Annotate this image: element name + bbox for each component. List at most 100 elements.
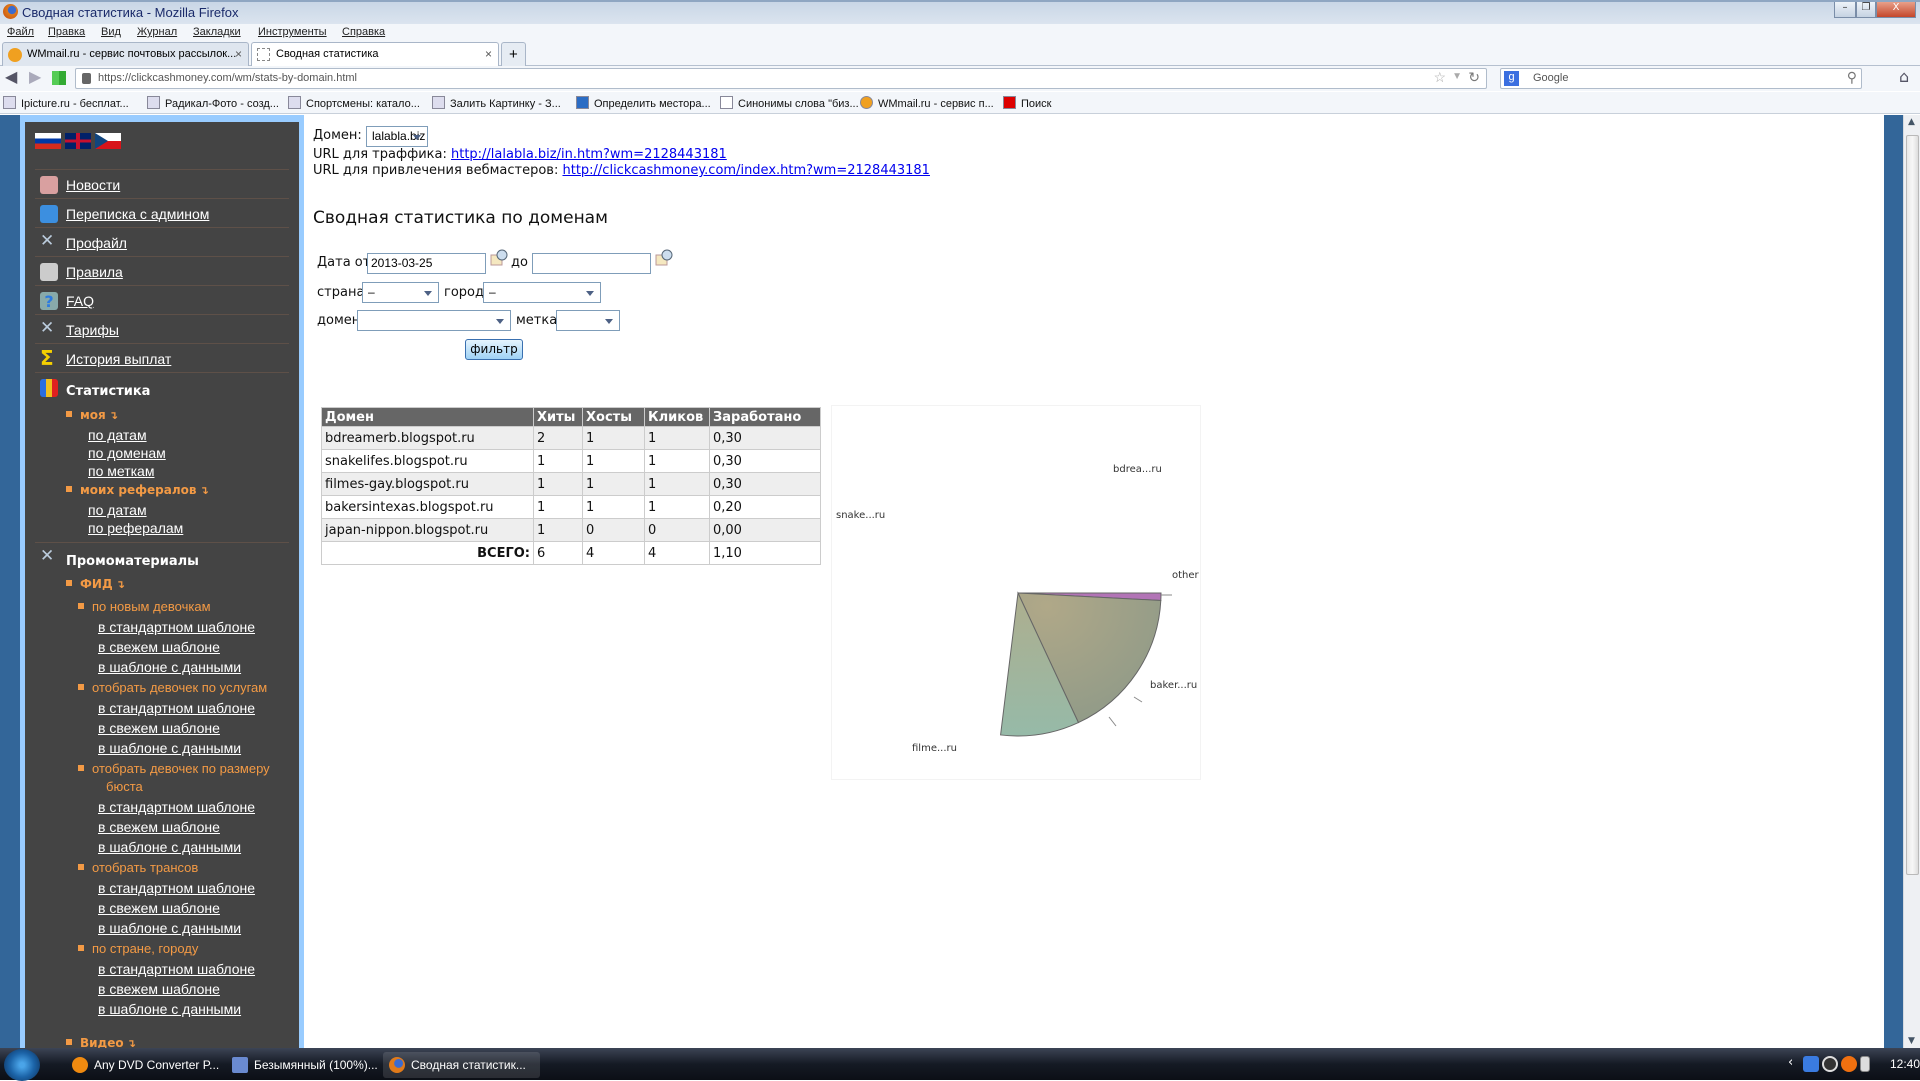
submenu-mine[interactable]: моя ↴: [66, 408, 118, 422]
date-to-input[interactable]: [532, 253, 651, 274]
bookmark-upload-image[interactable]: Залить Картинку - З...: [432, 96, 561, 110]
link-promo-template[interactable]: в шаблоне с данными: [98, 920, 242, 936]
city-select[interactable]: –: [483, 282, 601, 303]
filter-button[interactable]: фильтр: [465, 339, 523, 360]
link-refs-by-dates[interactable]: по датам: [88, 502, 147, 518]
uk-flag-icon[interactable]: [65, 133, 91, 149]
submenu-promo-group[interactable]: отобрать девочек по услугам: [78, 680, 267, 695]
tab-wmmail[interactable]: WMmail.ru - сервис почтовых рассылок... ×: [2, 42, 249, 67]
menu-edit[interactable]: Правка: [48, 26, 86, 38]
calendar-icon[interactable]: [490, 249, 508, 267]
sidebar-item-news[interactable]: Новости: [35, 169, 289, 198]
scroll-up-icon[interactable]: ▲: [1908, 117, 1915, 127]
sidebar-item-tariffs[interactable]: ✕ Тарифы: [35, 314, 289, 343]
close-button[interactable]: X: [1876, 2, 1916, 18]
submenu-promo-group[interactable]: по стране, городу: [78, 941, 198, 956]
forward-icon[interactable]: ▶: [29, 67, 42, 86]
back-icon[interactable]: ◀: [5, 67, 18, 86]
link-mine-by-tags[interactable]: по меткам: [88, 463, 155, 479]
menu-view[interactable]: Вид: [101, 26, 121, 38]
sidebar-item-faq[interactable]: ? FAQ: [35, 285, 289, 314]
submenu-video[interactable]: Видео ↴: [66, 1036, 136, 1050]
calendar-icon[interactable]: [655, 249, 673, 267]
phone-icon[interactable]: [1860, 1056, 1870, 1072]
submenu-feed[interactable]: ФИД ↴: [66, 577, 125, 591]
search-icon[interactable]: ⚲: [1846, 69, 1857, 85]
menu-bookmarks[interactable]: Закладки: [193, 26, 241, 38]
link-promo-template[interactable]: в свежем шаблоне: [98, 819, 220, 835]
close-tab-icon[interactable]: ×: [484, 47, 492, 61]
bookmark-sportsmen[interactable]: Спортсмены: катало...: [288, 96, 420, 110]
sidebar-item-profile[interactable]: ✕ Профайл: [35, 227, 289, 256]
submenu-referrals[interactable]: моих рефералов ↴: [66, 483, 209, 497]
sidebar-item-rules[interactable]: Правила: [35, 256, 289, 285]
link-promo-template[interactable]: в свежем шаблоне: [98, 981, 220, 997]
scrollbar-thumb[interactable]: [1906, 135, 1919, 875]
reload-icon[interactable]: ↻: [1468, 69, 1480, 85]
link-promo-template[interactable]: в свежем шаблоне: [98, 900, 220, 916]
link-promo-template[interactable]: в свежем шаблоне: [98, 720, 220, 736]
domain-filter-select[interactable]: [357, 310, 511, 331]
link-mine-by-dates[interactable]: по датам: [88, 427, 147, 443]
restore-button[interactable]: ❐: [1856, 2, 1876, 18]
network-icon[interactable]: [1803, 1056, 1819, 1072]
submenu-promo-group[interactable]: отобрать девочек по размеру: [78, 761, 270, 776]
menu-help[interactable]: Справка: [342, 26, 386, 38]
russian-flag-icon[interactable]: [35, 133, 61, 149]
webmaster-url-link[interactable]: http://clickcashmoney.com/index.htm?wm=2…: [562, 163, 930, 178]
taskbar-item-firefox[interactable]: Сводная статистик...: [383, 1052, 540, 1078]
scroll-down-icon[interactable]: ▼: [1908, 1036, 1915, 1046]
traffic-url-link[interactable]: http://lalabla.biz/in.htm?wm=2128443181: [450, 147, 727, 162]
minimize-button[interactable]: –: [1834, 2, 1856, 18]
bookmark-synonyms[interactable]: Синонимы слова "биз...: [720, 96, 859, 110]
menu-tools[interactable]: Инструменты: [258, 26, 327, 38]
submenu-promo-group-cont[interactable]: бюста: [106, 779, 143, 794]
sidebar-item-payout-history[interactable]: Σ История выплат: [35, 343, 289, 372]
search-input[interactable]: g Google ⚲: [1500, 68, 1862, 89]
date-from-input[interactable]: 2013-03-25: [367, 253, 486, 274]
start-button[interactable]: [4, 1049, 40, 1081]
link-promo-template[interactable]: в свежем шаблоне: [98, 639, 220, 655]
link-promo-template[interactable]: в шаблоне с данными: [98, 659, 242, 675]
bookmark-ipicture[interactable]: Ipicture.ru - бесплат...: [3, 96, 129, 110]
country-select[interactable]: –: [362, 282, 439, 303]
new-tab-button[interactable]: +: [501, 42, 526, 67]
taskbar-item-dvd-converter[interactable]: Any DVD Converter P...: [66, 1052, 219, 1078]
link-promo-template[interactable]: в стандартном шаблоне: [98, 880, 256, 896]
app-icon[interactable]: [1841, 1056, 1857, 1072]
link-promo-template[interactable]: в стандартном шаблоне: [98, 700, 256, 716]
show-hidden-icons[interactable]: ‹: [1788, 1055, 1794, 1070]
domain-select[interactable]: lalabla.biz: [366, 126, 428, 147]
close-tab-icon[interactable]: ×: [234, 47, 242, 61]
steam-icon[interactable]: [1822, 1056, 1838, 1072]
url-bar[interactable]: https://clickcashmoney.com/wm/stats-by-d…: [75, 68, 1487, 89]
link-promo-template[interactable]: в шаблоне с данными: [98, 740, 242, 756]
tab-stats[interactable]: Сводная статистика ×: [251, 42, 499, 67]
tag-select[interactable]: [556, 310, 620, 331]
home-icon[interactable]: ⌂: [1899, 67, 1910, 86]
link-refs-by-referrals[interactable]: по рефералам: [88, 520, 184, 536]
link-promo-template[interactable]: в стандартном шаблоне: [98, 961, 256, 977]
czech-flag-icon[interactable]: [95, 133, 121, 149]
menu-file[interactable]: Файл: [7, 26, 35, 38]
google-icon[interactable]: g: [1504, 71, 1519, 86]
bookmark-search[interactable]: Поиск: [1003, 96, 1051, 110]
bookmark-ip-location[interactable]: Определить местора...: [576, 96, 711, 110]
star-icon[interactable]: ☆: [1433, 69, 1446, 85]
taskbar-item-paint[interactable]: Безымянный (100%)...: [226, 1052, 378, 1078]
submenu-promo-group[interactable]: отобрать трансов: [78, 860, 198, 875]
sidebar-item-messages[interactable]: Переписка с админом: [35, 198, 289, 227]
menu-history[interactable]: Журнал: [137, 26, 178, 38]
title-bar: Сводная статистика - Mozilla Firefox – ❐…: [0, 0, 1920, 24]
link-promo-template[interactable]: в шаблоне с данными: [98, 839, 242, 855]
link-promo-template[interactable]: в шаблоне с данными: [98, 1001, 242, 1017]
link-promo-template[interactable]: в стандартном шаблоне: [98, 619, 256, 635]
link-mine-by-domains[interactable]: по доменам: [88, 445, 166, 461]
vertical-scrollbar[interactable]: ▲ ▼: [1903, 115, 1920, 1048]
submenu-promo-group[interactable]: по новым девочкам: [78, 599, 211, 614]
link-promo-template[interactable]: в стандартном шаблоне: [98, 799, 256, 815]
bookmark-wmmail[interactable]: WMmail.ru - сервис п...: [860, 96, 994, 110]
dropdown-icon[interactable]: ▼: [1452, 71, 1462, 82]
bookmark-radikal[interactable]: Радикал-Фото - созд...: [147, 96, 279, 110]
table-row: bakersintexas.blogspot.ru 1 1 1 0,20: [321, 495, 821, 519]
